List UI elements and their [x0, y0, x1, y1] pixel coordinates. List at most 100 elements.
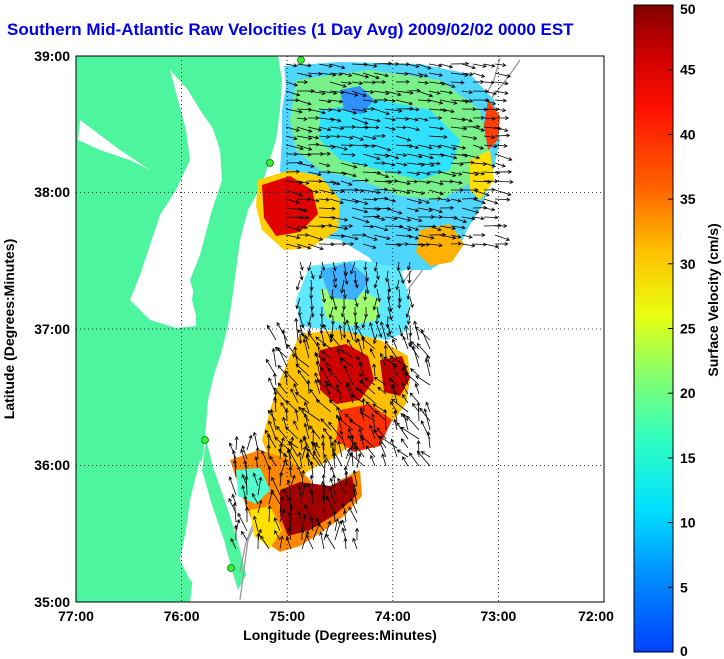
velocity-arrow [329, 108, 342, 113]
velocity-arrow [345, 452, 353, 469]
velocity-arrow [251, 492, 259, 505]
velocity-arrow [439, 63, 454, 69]
velocity-arrow [417, 242, 431, 247]
velocity-arrow [233, 524, 238, 541]
velocity-arrow [385, 315, 390, 329]
gridlines [76, 56, 604, 602]
velocity-arrow [297, 465, 303, 478]
velocity-arrow [494, 162, 506, 168]
velocity-arrow [293, 420, 299, 431]
y-tick-label: 38:00 [34, 184, 70, 200]
velocity-arrow [307, 315, 312, 327]
velocity-arrow [362, 243, 377, 249]
velocity-arrow [337, 417, 354, 431]
velocity-arrow [405, 306, 411, 318]
velocity-arrow [365, 445, 376, 458]
velocity-arrow [257, 499, 263, 514]
velocity-arrow [406, 72, 424, 78]
velocity-arrow [417, 180, 431, 185]
velocity-arrow [386, 288, 391, 301]
y-tick-label: 35:00 [34, 594, 70, 610]
velocity-arrow [321, 261, 326, 271]
velocity-arrow [290, 436, 295, 451]
velocity-arrow [320, 480, 325, 496]
velocity-arrow [312, 441, 321, 458]
velocity-arrow [383, 344, 388, 359]
velocity-arrow [320, 366, 332, 386]
velocity-arrow [318, 162, 331, 168]
velocity-arrow [351, 72, 370, 79]
velocity-arrow [318, 90, 338, 95]
velocity-arrow [261, 449, 270, 469]
velocity-arrow [356, 452, 362, 469]
velocity-arrow [407, 270, 412, 284]
velocity-arrow [420, 328, 431, 350]
velocity-arrow [376, 288, 381, 303]
velocity-arrow [297, 451, 303, 469]
velocity-arrow [296, 225, 309, 230]
velocity-arrow [329, 63, 346, 70]
velocity-arrow [285, 426, 299, 440]
velocity-arrow [241, 473, 248, 487]
velocity-arrow [340, 90, 359, 97]
velocity-arrow [325, 495, 336, 514]
velocity-arrow [264, 429, 277, 449]
velocity-arrow [472, 79, 485, 84]
velocity-arrow [395, 162, 408, 167]
velocity-arrow [316, 341, 321, 359]
velocity-arrow [319, 324, 324, 335]
velocity-arrow [321, 288, 326, 304]
velocity-arrow [290, 474, 296, 487]
velocity-arrow [361, 397, 366, 413]
velocity-arrow [358, 428, 365, 440]
velocity-arrow [351, 162, 369, 168]
velocity-arrow [309, 460, 314, 478]
velocity-arrow [385, 270, 390, 283]
velocity-arrow [439, 81, 456, 88]
velocity-arrow [287, 526, 292, 541]
velocity-arrow [406, 288, 411, 300]
velocity-arrow [285, 234, 301, 240]
velocity-arrow [494, 115, 510, 120]
velocity-arrow [301, 445, 307, 460]
velocity-arrow [329, 81, 347, 88]
velocity-arrow [289, 504, 294, 523]
velocity-arrow [272, 372, 277, 386]
velocity-arrow [325, 382, 332, 404]
velocity-arrow [428, 161, 441, 166]
velocity-arrow [417, 80, 429, 85]
velocity-arrow [461, 207, 480, 214]
velocity-arrow [343, 537, 348, 550]
velocity-arrow [351, 125, 370, 130]
delmarva-peninsula [192, 90, 240, 315]
velocity-arrow [406, 179, 419, 184]
velocity-arrow [296, 99, 312, 106]
velocity-arrow [288, 466, 293, 478]
velocity-arrow [307, 108, 327, 115]
velocity-arrow [387, 297, 393, 313]
velocity-arrow [375, 270, 380, 281]
velocity-arrow [296, 162, 315, 169]
velocity-arrow [302, 338, 310, 359]
velocity-arrow [384, 207, 403, 215]
colorbar-ticks: 0 5 10 15 20 25 30 35 40 45 50 [668, 1, 696, 659]
velocity-arrow [330, 441, 336, 460]
velocity-arrow [302, 435, 310, 458]
velocity-arrow [330, 315, 335, 326]
velocity-arrow [384, 98, 397, 103]
velocity-arrow [274, 346, 288, 359]
velocity-arrow [416, 439, 421, 458]
velocity-arrow [331, 451, 336, 469]
map-title: Southern Mid-Atlantic Raw Velocities (1 … [7, 20, 574, 39]
velocity-arrow [369, 322, 376, 341]
velocity-arrow [232, 459, 237, 478]
velocity-arrow [450, 180, 463, 185]
velocity-arrow [369, 348, 376, 359]
x-tick-label: 74:00 [375, 608, 411, 624]
velocity-arrow [351, 81, 364, 86]
velocity-arrow [329, 99, 344, 104]
velocity-arrow [340, 81, 353, 86]
velocity-arrow [296, 116, 308, 121]
velocity-arrow [302, 436, 310, 449]
velocity-arrow [296, 126, 313, 133]
